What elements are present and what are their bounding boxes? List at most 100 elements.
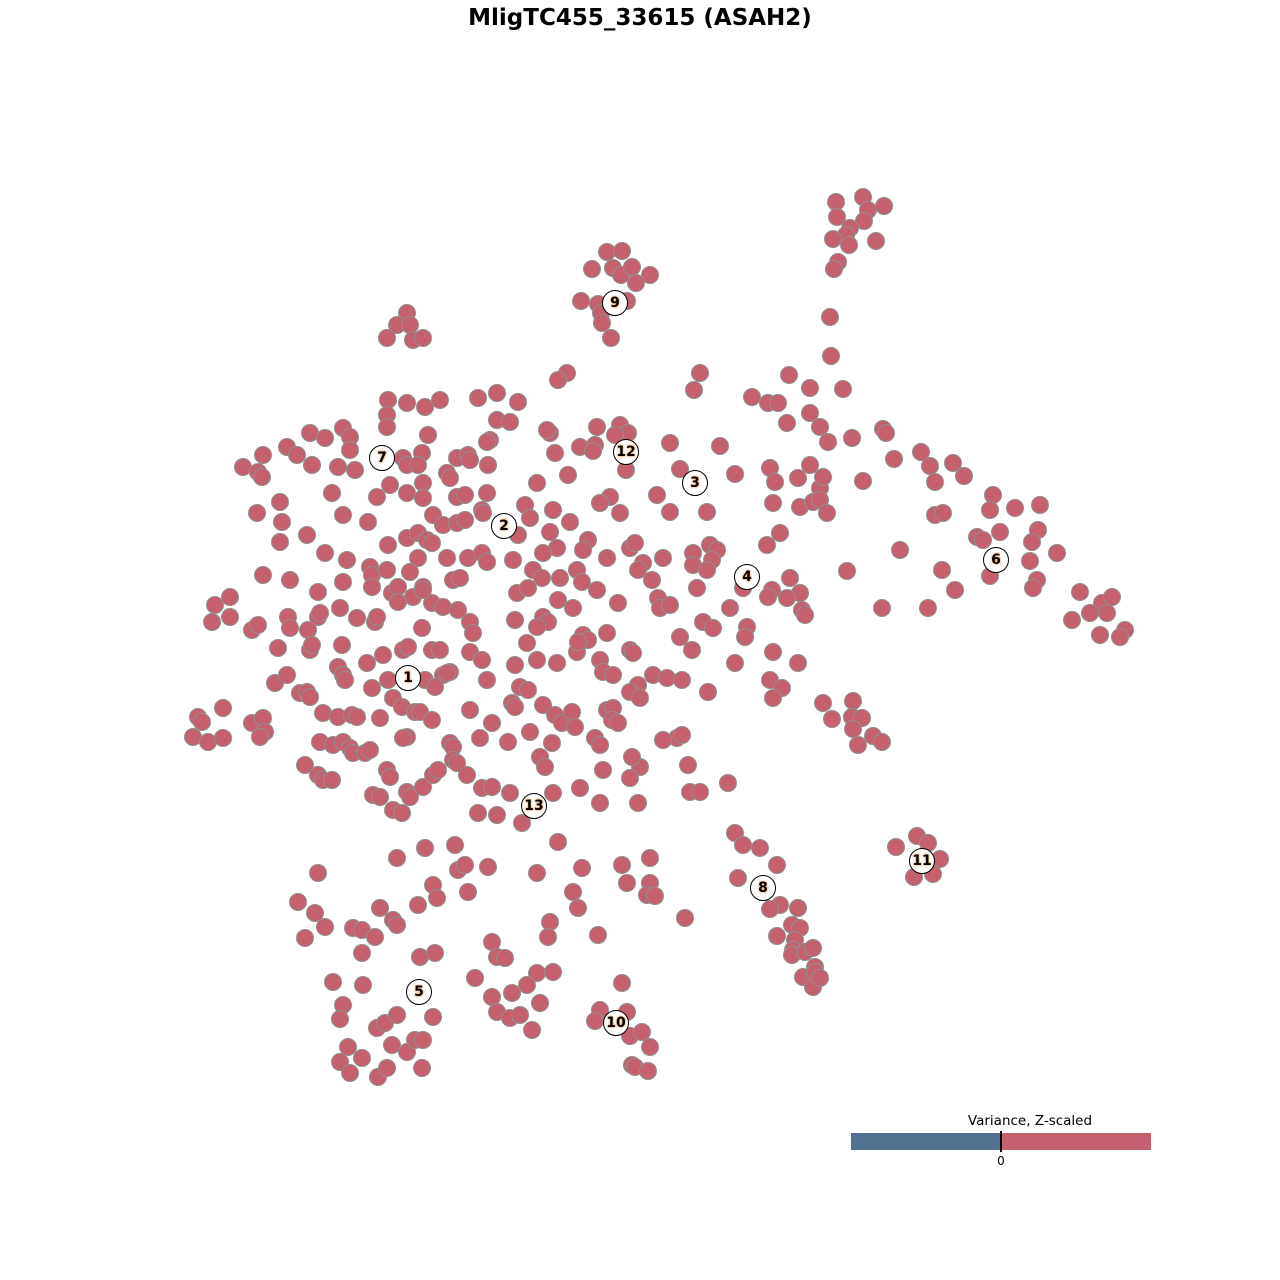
- cluster-label-9: 9: [602, 290, 628, 316]
- scatter-point: [378, 329, 396, 347]
- scatter-point: [488, 806, 506, 824]
- cluster-label-2: 2: [491, 513, 517, 539]
- scatter-point: [309, 583, 327, 601]
- scatter-point: [446, 836, 464, 854]
- scatter-point: [734, 836, 752, 854]
- scatter-point: [398, 394, 416, 412]
- scatter-point: [721, 599, 739, 617]
- scatter-point: [571, 779, 589, 797]
- scatter-point: [771, 524, 789, 542]
- cluster-label-7: 7: [369, 445, 395, 471]
- scatter-point: [613, 856, 631, 874]
- scatter-point: [711, 437, 729, 455]
- cluster-label-10: 10: [603, 1010, 629, 1036]
- scatter-point: [426, 944, 444, 962]
- scatter-point: [764, 643, 782, 661]
- scatter-point: [544, 784, 562, 802]
- scatter-point: [544, 501, 562, 519]
- scatter-point: [414, 329, 432, 347]
- scatter-point: [618, 874, 636, 892]
- scatter-point: [423, 711, 441, 729]
- scatter-point: [506, 698, 524, 716]
- scatter-point: [544, 963, 562, 981]
- scatter-point: [501, 784, 519, 802]
- scatter-point: [676, 909, 694, 927]
- scatter-point: [533, 569, 551, 587]
- scatter-point: [528, 651, 546, 669]
- scatter-point: [538, 421, 556, 439]
- scatter-point: [648, 486, 666, 504]
- scatter-point: [346, 461, 364, 479]
- scatter-point: [549, 833, 567, 851]
- scatter-point: [1098, 604, 1116, 622]
- scatter-point: [506, 656, 524, 674]
- scatter-point: [926, 473, 944, 491]
- scatter-point: [780, 366, 798, 384]
- scatter-point: [311, 604, 329, 622]
- scatter-point: [828, 208, 846, 226]
- scatter-point: [613, 974, 631, 992]
- scatter-point: [333, 636, 351, 654]
- scatter-point: [602, 329, 620, 347]
- scatter-point: [814, 468, 832, 486]
- scatter-point: [887, 838, 905, 856]
- scatter-point: [781, 569, 799, 587]
- scatter-point: [1111, 628, 1129, 646]
- scatter-point: [639, 1062, 657, 1080]
- scatter-point: [1031, 496, 1049, 514]
- cluster-label-5: 5: [406, 979, 432, 1005]
- scatter-point: [471, 729, 489, 747]
- scatter-point: [288, 446, 306, 464]
- cluster-label-12: 12: [613, 439, 639, 465]
- scatter-point: [729, 869, 747, 887]
- scatter-point: [461, 451, 479, 469]
- scatter-point: [736, 628, 754, 646]
- scatter-point: [456, 486, 474, 504]
- scatter-point: [912, 443, 930, 461]
- scatter-point: [583, 260, 601, 278]
- scatter-point: [877, 424, 895, 442]
- scatter-point: [764, 494, 782, 512]
- scatter-point: [796, 606, 814, 624]
- scatter-point: [609, 594, 627, 612]
- scatter-point: [643, 571, 661, 589]
- scatter-point: [289, 893, 307, 911]
- scatter-point: [1091, 626, 1109, 644]
- scatter-point: [426, 678, 444, 696]
- scatter-point: [248, 504, 266, 522]
- scatter-point: [331, 599, 349, 617]
- scatter-point: [431, 641, 449, 659]
- scatter-point: [354, 976, 372, 994]
- scatter-point: [838, 562, 856, 580]
- scatter-point: [511, 1006, 529, 1024]
- scatter-point: [528, 474, 546, 492]
- scatter-point: [761, 900, 779, 918]
- scatter-point: [521, 509, 539, 527]
- scatter-point: [483, 778, 501, 796]
- scatter-point: [673, 726, 691, 744]
- scatter-point: [379, 536, 397, 554]
- scatter-point: [629, 794, 647, 812]
- scatter-point: [423, 534, 441, 552]
- scatter-point: [549, 371, 567, 389]
- scatter-point: [273, 513, 291, 531]
- scatter-point: [822, 347, 840, 365]
- scatter-point: [341, 441, 359, 459]
- scatter-point: [316, 429, 334, 447]
- scatter-point: [456, 856, 474, 874]
- scatter-point: [778, 589, 796, 607]
- scatter-point: [371, 788, 389, 806]
- scatter-point: [309, 864, 327, 882]
- scatter-point: [661, 503, 679, 521]
- scatter-point: [679, 756, 697, 774]
- scatter-point: [944, 454, 962, 472]
- scatter-point: [991, 523, 1009, 541]
- scatter-point: [719, 774, 737, 792]
- scatter-point: [388, 916, 406, 934]
- scatter-point: [409, 456, 427, 474]
- scatter-point: [381, 768, 399, 786]
- scatter-point: [478, 484, 496, 502]
- scatter-point: [789, 899, 807, 917]
- scatter-point: [561, 513, 579, 531]
- scatter-point: [768, 856, 786, 874]
